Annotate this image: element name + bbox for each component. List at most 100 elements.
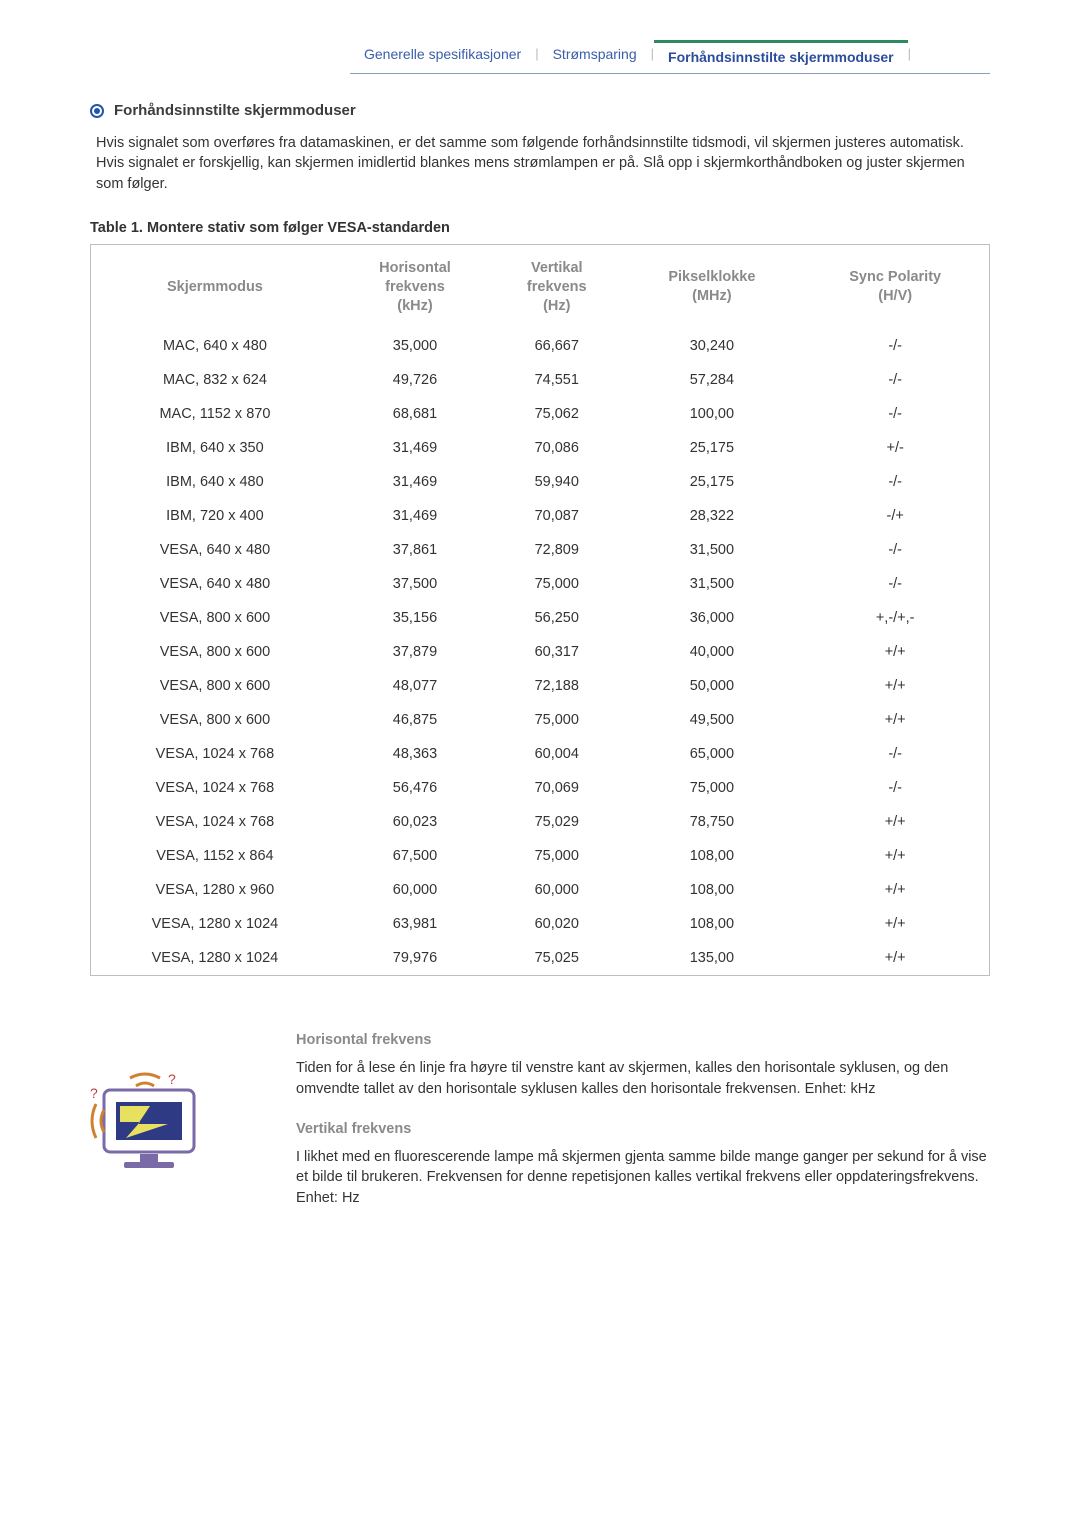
- cell-mode: VESA, 1280 x 960: [91, 873, 339, 907]
- cell-sync: +/+: [801, 873, 989, 907]
- definitions-section: ? ? Horisontal frekvens Tiden for å lese…: [90, 1032, 990, 1229]
- cell-mode: VESA, 640 x 480: [91, 567, 339, 601]
- cell-vfreq: 72,188: [491, 669, 622, 703]
- cell-pclk: 36,000: [622, 601, 801, 635]
- col-hfreq: Horisontalfrekvens(kHz): [339, 244, 491, 329]
- cell-hfreq: 35,000: [339, 329, 491, 363]
- cell-mode: VESA, 800 x 600: [91, 635, 339, 669]
- tab-general-specs[interactable]: Generelle spesifikasjoner: [350, 40, 535, 73]
- cell-pclk: 57,284: [622, 363, 801, 397]
- cell-pclk: 50,000: [622, 669, 801, 703]
- table-row: VESA, 1152 x 86467,50075,000108,00+/+: [91, 839, 990, 873]
- cell-hfreq: 67,500: [339, 839, 491, 873]
- table-row: VESA, 800 x 60048,07772,18850,000+/+: [91, 669, 990, 703]
- table-row: VESA, 800 x 60046,87575,00049,500+/+: [91, 703, 990, 737]
- cell-pclk: 28,322: [622, 499, 801, 533]
- svg-text:?: ?: [168, 1071, 176, 1087]
- cell-pclk: 25,175: [622, 465, 801, 499]
- cell-hfreq: 60,023: [339, 805, 491, 839]
- table-row: MAC, 832 x 62449,72674,55157,284-/-: [91, 363, 990, 397]
- cell-sync: +/+: [801, 907, 989, 941]
- cell-mode: VESA, 800 x 600: [91, 669, 339, 703]
- table-row: VESA, 1280 x 102463,98160,020108,00+/+: [91, 907, 990, 941]
- intro-paragraph: Hvis signalet som overføres fra datamask…: [96, 133, 990, 194]
- table-row: VESA, 640 x 48037,50075,00031,500-/-: [91, 567, 990, 601]
- col-pclk: Pikselklokke(MHz): [622, 244, 801, 329]
- cell-hfreq: 37,500: [339, 567, 491, 601]
- cell-pclk: 100,00: [622, 397, 801, 431]
- cell-vfreq: 72,809: [491, 533, 622, 567]
- cell-vfreq: 75,062: [491, 397, 622, 431]
- cell-vfreq: 75,000: [491, 839, 622, 873]
- cell-hfreq: 46,875: [339, 703, 491, 737]
- cell-hfreq: 48,363: [339, 737, 491, 771]
- cell-pclk: 78,750: [622, 805, 801, 839]
- cell-hfreq: 48,077: [339, 669, 491, 703]
- cell-sync: +,-/+,-: [801, 601, 989, 635]
- tab-bar: Generelle spesifikasjoner | Strømsparing…: [350, 40, 990, 74]
- cell-pclk: 108,00: [622, 907, 801, 941]
- cell-sync: -/-: [801, 363, 989, 397]
- cell-sync: +/+: [801, 941, 989, 976]
- cell-vfreq: 56,250: [491, 601, 622, 635]
- cell-hfreq: 31,469: [339, 499, 491, 533]
- table-row: VESA, 640 x 48037,86172,80931,500-/-: [91, 533, 990, 567]
- cell-hfreq: 79,976: [339, 941, 491, 976]
- cell-sync: -/-: [801, 771, 989, 805]
- cell-pclk: 65,000: [622, 737, 801, 771]
- cell-hfreq: 63,981: [339, 907, 491, 941]
- cell-hfreq: 37,879: [339, 635, 491, 669]
- cell-hfreq: 60,000: [339, 873, 491, 907]
- cell-sync: +/+: [801, 805, 989, 839]
- frequency-illustration: ? ?: [90, 1032, 260, 1181]
- cell-sync: +/+: [801, 839, 989, 873]
- cell-sync: +/+: [801, 635, 989, 669]
- table-caption: Table 1. Montere stativ som følger VESA-…: [90, 220, 990, 236]
- cell-vfreq: 75,000: [491, 567, 622, 601]
- cell-sync: +/+: [801, 703, 989, 737]
- cell-hfreq: 49,726: [339, 363, 491, 397]
- cell-hfreq: 37,861: [339, 533, 491, 567]
- cell-vfreq: 74,551: [491, 363, 622, 397]
- cell-hfreq: 68,681: [339, 397, 491, 431]
- cell-mode: IBM, 640 x 350: [91, 431, 339, 465]
- cell-mode: VESA, 800 x 600: [91, 601, 339, 635]
- hfreq-heading: Horisontal frekvens: [296, 1032, 990, 1048]
- cell-pclk: 31,500: [622, 567, 801, 601]
- cell-pclk: 108,00: [622, 873, 801, 907]
- monitor-waves-icon: ? ?: [90, 1066, 220, 1176]
- tab-preset-modes[interactable]: Forhåndsinnstilte skjermmoduser: [654, 40, 908, 73]
- cell-sync: +/-: [801, 431, 989, 465]
- cell-sync: -/-: [801, 567, 989, 601]
- svg-text:?: ?: [90, 1085, 98, 1101]
- cell-sync: +/+: [801, 669, 989, 703]
- col-vfreq: Vertikalfrekvens(Hz): [491, 244, 622, 329]
- cell-vfreq: 60,317: [491, 635, 622, 669]
- cell-hfreq: 31,469: [339, 431, 491, 465]
- cell-vfreq: 75,000: [491, 703, 622, 737]
- cell-vfreq: 70,069: [491, 771, 622, 805]
- preset-modes-table: Skjermmodus Horisontalfrekvens(kHz) Vert…: [90, 244, 990, 977]
- cell-mode: MAC, 640 x 480: [91, 329, 339, 363]
- tab-power-saving[interactable]: Strømsparing: [539, 40, 651, 73]
- cell-hfreq: 31,469: [339, 465, 491, 499]
- vfreq-heading: Vertikal frekvens: [296, 1121, 990, 1137]
- cell-vfreq: 75,029: [491, 805, 622, 839]
- cell-vfreq: 60,020: [491, 907, 622, 941]
- table-row: MAC, 1152 x 87068,68175,062100,00-/-: [91, 397, 990, 431]
- cell-sync: -/-: [801, 329, 989, 363]
- cell-pclk: 40,000: [622, 635, 801, 669]
- cell-vfreq: 70,086: [491, 431, 622, 465]
- table-row: VESA, 1280 x 102479,97675,025135,00+/+: [91, 941, 990, 976]
- cell-sync: -/-: [801, 533, 989, 567]
- cell-mode: MAC, 1152 x 870: [91, 397, 339, 431]
- cell-mode: VESA, 1024 x 768: [91, 737, 339, 771]
- cell-pclk: 135,00: [622, 941, 801, 976]
- tab-separator: |: [908, 40, 911, 73]
- col-mode: Skjermmodus: [91, 244, 339, 329]
- cell-pclk: 25,175: [622, 431, 801, 465]
- cell-mode: IBM, 640 x 480: [91, 465, 339, 499]
- cell-mode: VESA, 1280 x 1024: [91, 907, 339, 941]
- cell-mode: IBM, 720 x 400: [91, 499, 339, 533]
- cell-pclk: 49,500: [622, 703, 801, 737]
